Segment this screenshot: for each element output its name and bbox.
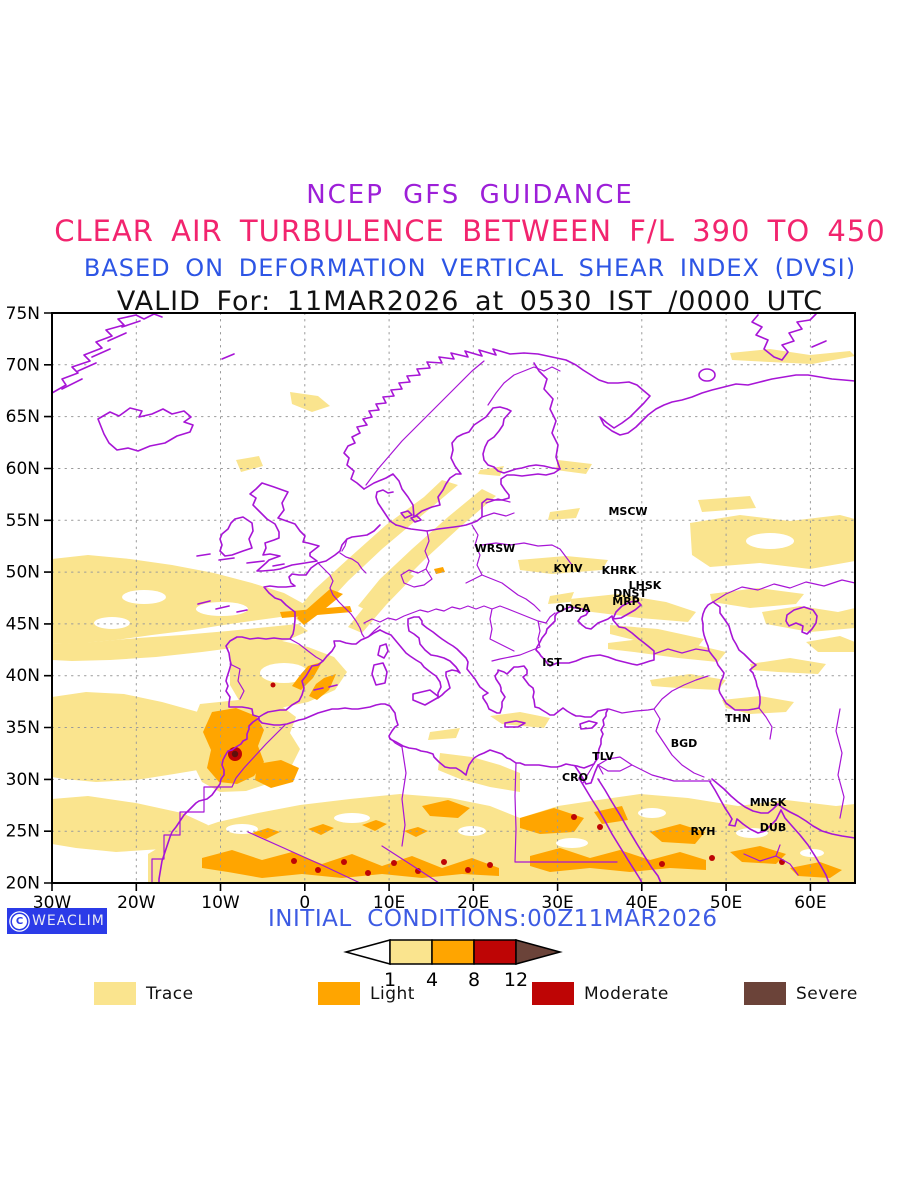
initial-conditions-text: INITIAL CONDITIONS:00Z11MAR2026: [268, 906, 718, 932]
city-label: MSCW: [608, 505, 647, 518]
legend-light-label: Light: [370, 984, 415, 1004]
lon-tick-label: 20E: [457, 893, 489, 908]
city-label: CRO: [562, 771, 588, 784]
scale-moderate-cell: [473, 939, 517, 965]
lon-tick-label: 60E: [794, 893, 826, 908]
lat-tick-label: 50N: [6, 563, 40, 583]
city-label: RYH: [690, 825, 715, 838]
scale-right-arrow: [515, 939, 563, 965]
trace-gaps: [94, 533, 824, 857]
lat-tick-label: 35N: [6, 718, 40, 738]
city-label: MNSK: [750, 796, 787, 809]
lon-tick-label: 0: [299, 893, 310, 908]
map-frame: [51, 312, 856, 884]
turbulence-light-areas: [202, 567, 842, 878]
lat-tick-label: 25N: [6, 822, 40, 842]
coastlines: [51, 313, 856, 884]
weaclim-logo: C WEACLIM: [7, 908, 107, 934]
city-label: TLV: [592, 750, 614, 763]
city-label: ODSA: [556, 602, 591, 615]
turbulence-severe-spot: [231, 750, 239, 758]
lat-tick-label: 60N: [6, 459, 40, 479]
valid-time-line: VALID For: 11MAR2026 at 0530 IST /0000 U…: [116, 286, 824, 317]
scale-light-cell: [431, 939, 475, 965]
city-label: BGD: [671, 737, 698, 750]
subtitle-turbulence: CLEAR AIR TURBULENCE BETWEEN F/L 390 TO …: [54, 214, 886, 248]
city-labels: MSCW WRSW KYIV KHRK LHSK DNST MRP ODSA I…: [475, 505, 787, 838]
city-label: KYIV: [553, 562, 583, 575]
city-label: WRSW: [475, 542, 516, 555]
longitude-axis-labels: 30W 20W 10W 0 10E 20E 30E 40E 50E 60E: [33, 893, 827, 908]
lon-tick-label: 20W: [117, 893, 156, 908]
lat-tick-label: 55N: [6, 511, 40, 531]
city-label: IST: [542, 656, 562, 669]
lat-tick-label: 65N: [6, 407, 40, 427]
lon-tick-label: 10W: [201, 893, 240, 908]
scale-trace-cell: [389, 939, 433, 965]
lat-tick-label: 40N: [6, 666, 40, 686]
scale-left-arrow: [343, 939, 391, 965]
legend-severe-swatch: [744, 982, 786, 1005]
scale-tick-label: 8: [468, 969, 480, 991]
lat-tick-label: 30N: [6, 770, 40, 790]
city-label: DNST: [613, 587, 647, 600]
scale-tick-label: 4: [426, 969, 438, 991]
city-label: THN: [725, 712, 751, 725]
legend-moderate-label: Moderate: [584, 984, 669, 1004]
subtitle-method: BASED ON DEFORMATION VERTICAL SHEAR INDE…: [83, 254, 857, 282]
lat-tick-label: 45N: [6, 614, 40, 634]
brand-label: WEACLIM: [32, 913, 105, 929]
city-label: KHRK: [602, 564, 637, 577]
legend-light-swatch: [318, 982, 360, 1005]
map-figure: MSCW WRSW KYIV KHRK LHSK DNST MRP ODSA I…: [6, 304, 856, 908]
country-borders: [151, 360, 856, 884]
city-label: MRP: [612, 595, 639, 608]
lon-tick-label: 10E: [373, 893, 405, 908]
legend-moderate-swatch: [532, 982, 574, 1005]
axis-ticks: [44, 312, 812, 891]
scale-tick-label: 1: [384, 969, 396, 991]
city-label: DUB: [760, 821, 786, 834]
copyright-circle-icon: C: [12, 913, 27, 929]
scale-tick-label: 12: [504, 969, 528, 991]
lat-tick-label: 70N: [6, 355, 40, 375]
title-block: NCEP GFS GUIDANCE CLEAR AIR TURBULENCE B…: [40, 180, 900, 317]
legend-severe-label: Severe: [796, 984, 858, 1004]
page-title: NCEP GFS GUIDANCE: [306, 180, 634, 210]
severity-scale-bar: 1 4 8 12: [343, 939, 563, 991]
legend-trace-swatch: [94, 982, 136, 1005]
legend-trace-label: Trace: [146, 984, 194, 1004]
lon-tick-label: 30E: [541, 893, 573, 908]
latitude-axis-labels: 75N 70N 65N 60N 55N 50N 45N 40N 35N 30N …: [6, 304, 40, 894]
lat-tick-label: 20N: [6, 874, 40, 894]
lon-tick-label: 30W: [33, 893, 72, 908]
lat-tick-label: 75N: [6, 304, 40, 324]
lon-tick-label: 50E: [710, 893, 742, 908]
lon-tick-label: 40E: [626, 893, 658, 908]
city-label: LHSK: [629, 579, 662, 592]
